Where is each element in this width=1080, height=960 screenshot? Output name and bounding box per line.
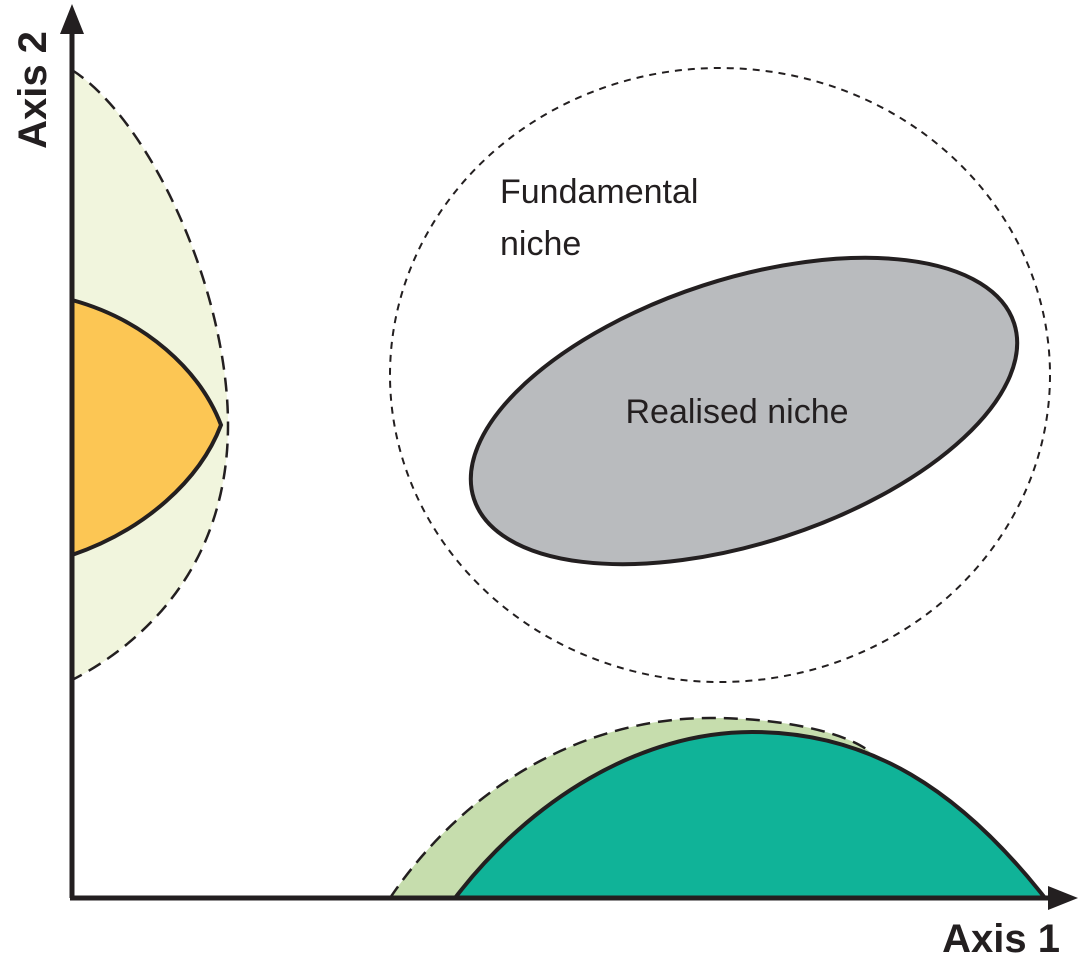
bottom-realised-niche [450, 729, 1050, 900]
x-axis-arrowhead [1048, 886, 1078, 910]
left-fundamental-outline [71, 68, 230, 682]
realised-niche-ellipse [468, 255, 1020, 567]
left-realised-niche [70, 297, 224, 558]
realised-niche-label: Realised niche [625, 393, 848, 431]
y-axis-arrowhead [60, 4, 84, 34]
bottom-fundamental-outline [388, 716, 871, 899]
y-axis-title: Axis 2 [11, 31, 55, 149]
x-axis-title: Axis 1 [942, 917, 1060, 960]
fundamental-niche-circle [389, 67, 1051, 683]
fundamental-niche-label-line1: Fundamental [500, 173, 698, 211]
fundamental-niche-label-line2: niche [500, 225, 581, 263]
